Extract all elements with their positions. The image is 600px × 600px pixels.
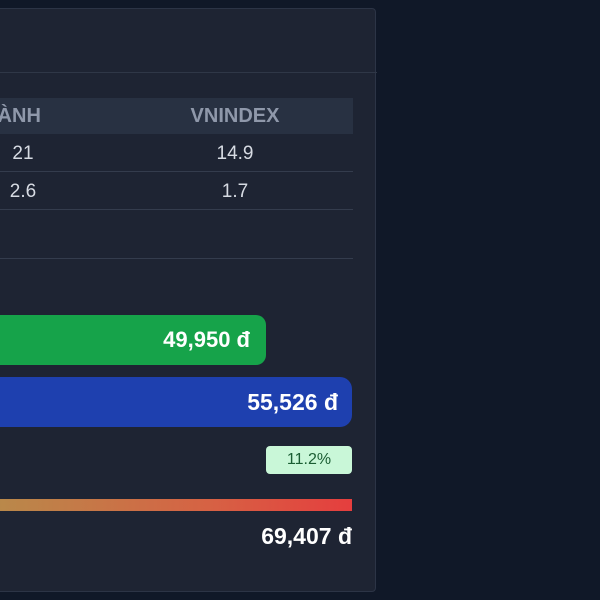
high-price-label: 69,407 đ [261, 523, 352, 549]
vnindex-value: 1.7 [221, 181, 249, 202]
column-header-industry: GÀNH [0, 104, 41, 127]
upside-badge: 11.2% [266, 446, 352, 474]
current-price-bar: 49,950 đ [0, 315, 266, 365]
section-divider [0, 258, 353, 259]
table-row: 2.6 1.7 [0, 172, 353, 210]
column-header-vnindex: VNINDEX [190, 104, 280, 127]
target-price-label: 55,526 đ [247, 388, 338, 415]
table-header: GÀNH VNINDEX [0, 98, 353, 134]
current-price-label: 49,950 đ [163, 327, 250, 352]
valuation-table: GÀNH VNINDEX 21 14.9 2.6 1.7 [0, 98, 353, 210]
card-header [0, 9, 377, 73]
valuation-card: GÀNH VNINDEX 21 14.9 2.6 1.7 49,950 đ 55… [0, 8, 377, 592]
target-price-bar: 55,526 đ [0, 377, 352, 427]
industry-value: 2.6 [9, 181, 37, 202]
price-range-bar [0, 499, 352, 511]
table-row: 21 14.9 [0, 134, 353, 172]
vnindex-value: 14.9 [216, 143, 254, 164]
industry-value: 21 [12, 143, 34, 164]
